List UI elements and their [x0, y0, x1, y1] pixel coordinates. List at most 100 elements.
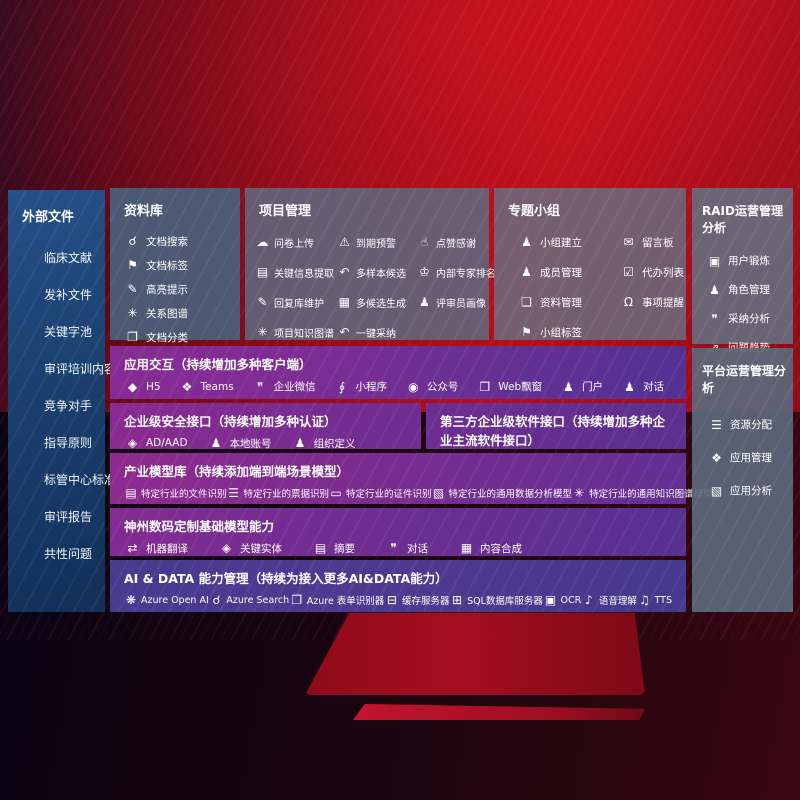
list-icon: ☰ [711, 417, 722, 432]
project-col-3: ☝ 点赞感谢 ♔ 内部专家排名 ♟ 评审员画像 [417, 227, 496, 347]
item-industry-certificate-recognition: ▭ 特定行业的证件识别 [330, 485, 432, 500]
item-industry-file-recognition: ▤ 特定行业的文件识别 [125, 485, 227, 500]
item-relation-graph: ✳ 关系图谱 [124, 301, 240, 325]
item-dialog: ♟ 对话 [621, 379, 664, 394]
item-clinical-literature: 临床文献 [44, 251, 93, 265]
database-icon: ⊞ [452, 593, 463, 608]
item-key-info-extract: ▤ 关键信息提取 [256, 265, 334, 280]
item-org-definition: ♟ 组织定义 [292, 436, 356, 451]
item-member-management: ♟ 成员管理 [518, 257, 620, 287]
item-ocr: ▣ OCR [544, 593, 582, 608]
panel-raid-operations-analysis: RAID运营管理分析 ▣用户锻炼 ♟角色管理 ❞采纳分析 ⇗问题趋势 [692, 188, 793, 354]
openai-icon: ❋ [125, 593, 137, 608]
item-official-account: ◉ 公众号 [405, 379, 458, 394]
item-highlight-tips: ✎ 高亮提示 [124, 277, 240, 301]
summary-icon: ▤ [314, 541, 327, 556]
item-adoption-analysis: ❞ 采纳分析 [706, 304, 793, 333]
item-azure-search: ☌ Azure Search [209, 594, 289, 606]
item-keyword-pool: 关键字池 [44, 325, 93, 339]
person-add-icon: ♟ [521, 265, 532, 279]
item-tts: ♫ TTS [639, 593, 672, 608]
item-mini-program: ∮ 小程序 [333, 379, 387, 394]
entity-icon: ◈ [221, 541, 232, 556]
security-api-items: ◈ AD/AAD ♟ 本地账号 ♟ 组织定义 [124, 436, 407, 451]
project-col-2: ⚠ 到期预警 ↶ 多样本候选 ▦ 多候选生成 ↶ 一键采纳 [337, 227, 417, 347]
right-column: RAID运营管理分析 ▣用户锻炼 ♟角色管理 ❞采纳分析 ⇗问题趋势 平台运营管… [692, 188, 793, 612]
web-window-icon: ❐ [479, 379, 491, 394]
tag-icon: ⚑ [521, 325, 532, 339]
topic-columns: ♟ 小组建立 ♟ 成员管理 ❏ 资料管理 ⚑ 小组标签 ✉ 留言板 ☑ 代办列表 Ω 事项提醒 [494, 227, 686, 347]
item-h5: ◆ H5 [124, 381, 161, 393]
tag-icon: ⚑ [127, 258, 138, 272]
translate-icon: ⇄ [127, 541, 138, 556]
thumbs-up-icon: ☝ [420, 235, 429, 249]
item-sql-db-server: ⊞ SQL数据库服务器 [452, 593, 543, 608]
item-internal-expert-ranking: ♔ 内部专家排名 [417, 257, 496, 287]
item-like-thanks: ☝ 点赞感谢 [417, 227, 489, 257]
official-account-icon: ◉ [408, 379, 419, 394]
album-icon: ❏ [521, 295, 532, 309]
app-interaction-items: ◆ H5 ❖ Teams ❞ 企业微信 ∮ 小程序 ◉ 公众号 ❐ Web飘窗 ♟ 门户 ♟ 对… [124, 379, 672, 394]
project-title: 项目管理 [259, 204, 312, 219]
item-resource-allocation: ☰ 资源分配 [708, 408, 793, 441]
item-industry-knowledge-graph-model: ✳ 特定行业的通用知识图谱模型 [574, 485, 713, 500]
extract-icon: ▤ [256, 265, 269, 279]
repository-title: 资料库 [124, 204, 164, 219]
item-group-tags: ⚑ 小组标签 [518, 317, 620, 347]
item-doc-tags: ⚑ 文档标签 [124, 253, 240, 277]
item-industry-data-analysis-model: ▧ 特定行业的通用数据分析模型 [432, 485, 573, 500]
qa-chat-icon: ❞ [711, 311, 718, 326]
panel-base-model-capabilities: 神州数码定制基础模型能力 ⇄ 机器翻译 ◈ 关键实体 ▤ 摘要 ❞ 对话 ▦ 内容合成 [110, 507, 686, 557]
item-reply-lib-maintain: ✎ 回复库维护 [255, 287, 337, 317]
item-supplement-files: 发补文件 [44, 288, 93, 302]
item-local-account: ♟ 本地账号 [208, 436, 272, 451]
item-common-issues: 共性问题 [44, 547, 93, 561]
panel-repository: 资料库 ☌ 文档搜索 ⚑ 文档标签 ✎ 高亮提示 ✳ 关系图谱 ❐ 文档分类 [110, 188, 240, 344]
platform-analysis-title: 平台运营管理分析 [702, 364, 787, 395]
search-icon: ☌ [212, 593, 221, 608]
item-role-management: ♟ 角色管理 [706, 275, 793, 304]
compose-icon: ▦ [460, 541, 473, 556]
graph-icon: ✳ [574, 485, 585, 500]
panel-enterprise-security-api: 企业级安全接口（持续增加多种认证） ◈ AD/AAD ♟ 本地账号 ♟ 组织定义 [110, 402, 421, 451]
wecom-icon: ❞ [256, 379, 264, 394]
bbs-icon: ✉ [623, 235, 634, 249]
item-key-entity: ◈ 关键实体 [218, 541, 282, 556]
org-icon: ♟ [294, 436, 306, 451]
item-app-management: ❖ 应用管理 [708, 441, 793, 474]
item-todo-list: ☑ 代办列表 [620, 257, 686, 287]
panel-external-files: 外部文件 临床文献 发补文件 关键字池 审评培训内容 竞争对手 指导原则 标管中… [8, 190, 116, 612]
item-wecom: ❞ 企业微信 [252, 379, 316, 394]
ranking-icon: ♔ [419, 265, 430, 279]
item-web-popup: ❐ Web飘窗 [476, 379, 542, 394]
shield-icon: ◈ [127, 436, 138, 451]
chat-bubble-icon: ❞ [390, 541, 397, 556]
speech-icon: ♪ [585, 593, 593, 608]
ai-data-title: AI & DATA 能力管理（持续为接入更多AI&DATA能力） [124, 571, 448, 587]
item-portal: ♟ 门户 [560, 379, 603, 394]
external-files-title: 外部文件 [22, 210, 75, 225]
account-icon: ♟ [210, 436, 222, 451]
item-material-management: ❏ 资料管理 [518, 287, 620, 317]
panel-third-party-api: 第三方企业级软件接口（持续增加多种企业主流软件接口） ⚙API自动化设计器 [426, 402, 686, 469]
external-files-list: 临床文献 发补文件 关键字池 审评培训内容 竞争对手 指导原则 标管中心标准 审… [8, 239, 116, 572]
alarm-icon: ⚠ [339, 235, 350, 249]
person-icon: ♟ [419, 295, 430, 309]
background-red-trapezoid [305, 613, 645, 695]
project-columns: ☁ 问卷上传 ▤ 关键信息提取 ✎ 回复库维护 ✳ 项目知识图谱 ⚠ 到期预警 ↶ 多样本候… [245, 227, 497, 347]
item-dialogue: ❞ 对话 [385, 541, 428, 556]
graph-icon: ✳ [127, 306, 138, 320]
bell-icon: Ω [623, 295, 634, 309]
item-ad-aad: ◈ AD/AAD [124, 437, 188, 449]
item-cache-server: ⊟ 缓存服务器 [386, 593, 450, 608]
item-industry-invoice-recognition: ☰ 特定行业的票据识别 [228, 485, 330, 500]
item-app-analysis: ▧ 应用分析 [708, 474, 793, 507]
h5-icon: ◆ [127, 379, 138, 394]
item-group-create: ♟ 小组建立 [518, 227, 620, 257]
adopt-arrow-icon: ↶ [339, 325, 350, 339]
knowledge-graph-icon: ✳ [257, 325, 268, 339]
base-model-title: 神州数码定制基础模型能力 [124, 518, 275, 534]
item-machine-translation: ⇄ 机器翻译 [124, 541, 188, 556]
item-due-warning: ⚠ 到期预警 [337, 227, 417, 257]
people-icon: ♟ [521, 235, 532, 249]
